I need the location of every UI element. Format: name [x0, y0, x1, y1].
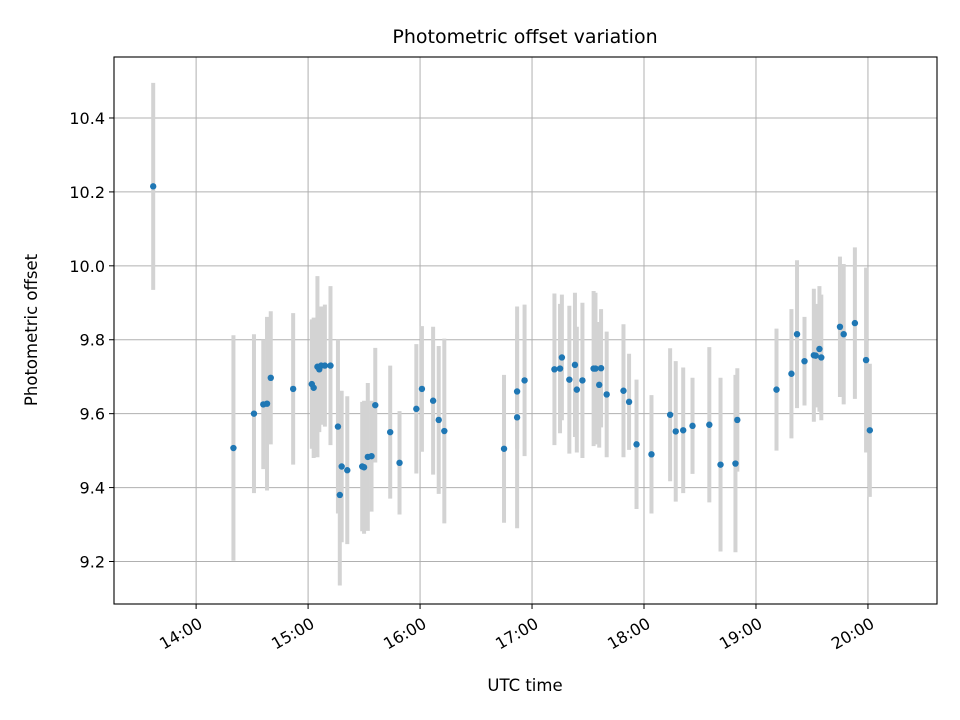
- data-point: [338, 463, 345, 470]
- data-point: [672, 428, 679, 435]
- y-axis-ticks: 9.2 9.4 9.6 9.8 10.0 10.2 10.4: [69, 109, 114, 571]
- data-point: [250, 410, 258, 417]
- data-point: [666, 411, 674, 418]
- data-point: [597, 364, 605, 372]
- data-point: [396, 459, 403, 467]
- data-point: [836, 323, 844, 331]
- y-tick-label: 10.2: [69, 183, 105, 202]
- data-point: [386, 428, 394, 436]
- data-point: [592, 365, 599, 372]
- data-point: [321, 362, 329, 369]
- y-tick-label: 9.2: [80, 552, 105, 571]
- data-point: [413, 405, 420, 413]
- data-point: [429, 397, 437, 404]
- data-point: [513, 414, 521, 421]
- data-point: [851, 319, 859, 327]
- y-axis-title: Photometric offset: [22, 253, 41, 406]
- data-point: [633, 441, 640, 448]
- data-point: [648, 451, 655, 458]
- data-point: [571, 361, 579, 369]
- y-tick-label: 10.0: [69, 257, 105, 276]
- data-point: [679, 427, 687, 434]
- data-point: [500, 445, 508, 452]
- data-point: [327, 362, 334, 369]
- data-point: [368, 452, 375, 460]
- data-point: [840, 330, 847, 338]
- data-point: [812, 352, 819, 359]
- y-tick-label: 9.6: [80, 405, 105, 424]
- y-tick-label: 9.8: [80, 331, 105, 350]
- data-point: [149, 183, 157, 190]
- data-point: [689, 422, 696, 430]
- data-point: [732, 460, 739, 467]
- data-point: [866, 427, 874, 434]
- data-point: [513, 388, 521, 395]
- x-axis-title: UTC time: [487, 676, 562, 695]
- y-tick-label: 10.4: [69, 109, 105, 128]
- chart-title: Photometric offset variation: [392, 26, 657, 48]
- data-point: [717, 461, 724, 468]
- data-point: [441, 427, 448, 435]
- data-point: [706, 421, 713, 428]
- data-point: [558, 354, 566, 361]
- data-point: [435, 416, 442, 424]
- data-point: [360, 464, 368, 471]
- data-point: [344, 467, 351, 474]
- y-tick-label: 9.4: [80, 479, 105, 498]
- data-point: [310, 384, 317, 391]
- data-point: [418, 385, 426, 393]
- data-point: [263, 400, 271, 407]
- data-point: [603, 391, 610, 398]
- data-point: [372, 401, 379, 409]
- data-point: [625, 398, 633, 406]
- data-point: [521, 377, 528, 384]
- data-point: [793, 330, 801, 338]
- data-point: [862, 356, 870, 364]
- data-point: [788, 370, 795, 377]
- data-point: [267, 374, 274, 382]
- data-point: [573, 386, 581, 393]
- data-point: [773, 386, 780, 393]
- data-point: [551, 366, 558, 373]
- data-point: [620, 387, 627, 394]
- data-point: [336, 491, 344, 499]
- data-point: [816, 345, 823, 353]
- plot-frame: [113, 56, 938, 605]
- data-point: [566, 376, 573, 383]
- data-point: [818, 354, 825, 361]
- data-point: [556, 365, 564, 372]
- data-points: [149, 183, 874, 499]
- data-point: [579, 377, 586, 384]
- data-point: [801, 357, 808, 365]
- data-point: [289, 385, 297, 393]
- data-point: [334, 423, 342, 430]
- data-point: [230, 444, 237, 452]
- data-point: [596, 381, 603, 389]
- data-point: [734, 416, 741, 424]
